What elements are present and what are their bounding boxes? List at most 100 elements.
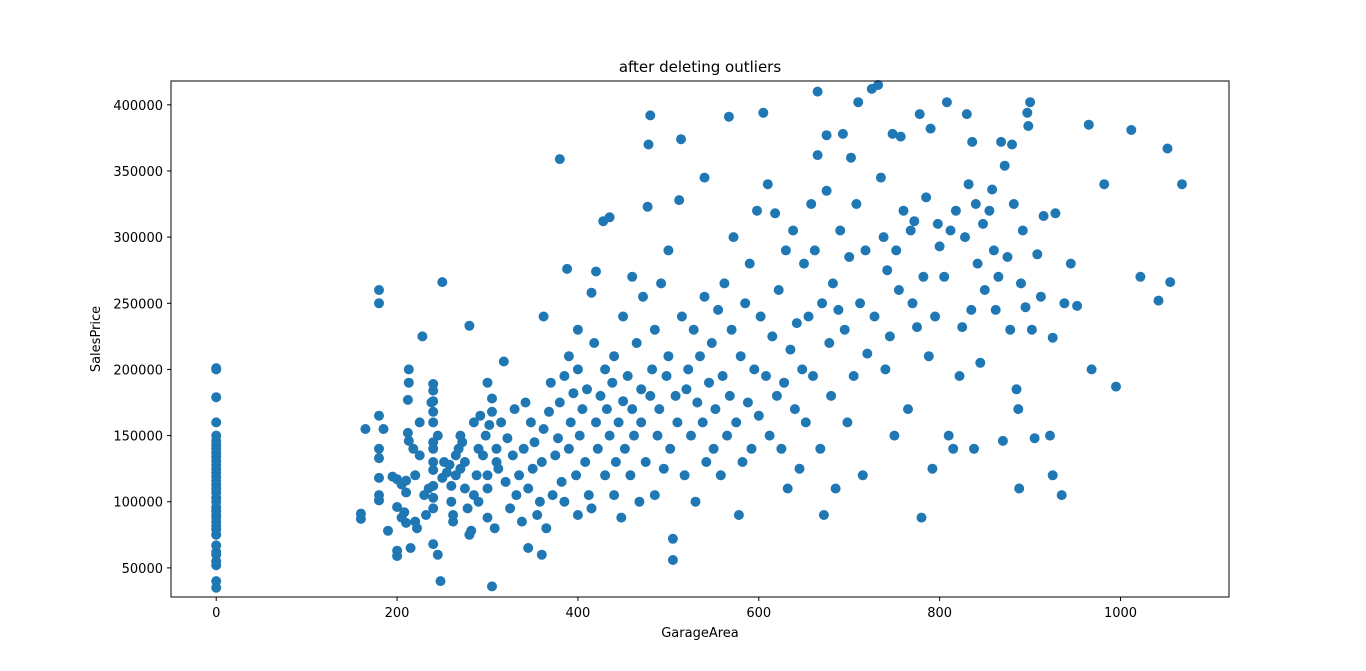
scatter-point: [505, 503, 516, 514]
scatter-point: [432, 430, 443, 441]
scatter-point: [993, 271, 1004, 282]
x-tick-label: 0: [212, 606, 220, 621]
scatter-point: [518, 443, 529, 454]
scatter-point: [583, 490, 594, 501]
x-tick-label: 1000: [1104, 606, 1137, 621]
scatter-point: [520, 397, 531, 408]
scatter-point: [658, 463, 669, 474]
scatter-point: [374, 472, 384, 483]
scatter-point: [895, 131, 906, 142]
scatter-point: [500, 476, 511, 487]
scatter-point: [421, 510, 431, 520]
scatter-point: [701, 457, 712, 467]
scatter-point: [1050, 208, 1061, 219]
y-axis-ticks: 50000 100000 150000 200000 250000 300000 35000…: [113, 99, 171, 577]
scatter-point: [616, 512, 627, 523]
scatter-point: [211, 392, 222, 403]
scatter-point: [580, 457, 591, 467]
scatter-point: [715, 470, 726, 481]
scatter-point: [428, 385, 439, 396]
scatter-point: [1059, 298, 1070, 309]
scatter-point: [961, 109, 972, 120]
scatter-point: [827, 278, 838, 289]
scatter-point: [746, 443, 757, 454]
scatter-point: [1099, 179, 1110, 190]
y-tick-label: 100000: [113, 496, 163, 511]
scatter-point: [1029, 433, 1040, 444]
scatter-point: [402, 394, 413, 405]
scatter-point: [649, 490, 660, 501]
scatter-point: [629, 430, 639, 441]
scatter-point: [704, 377, 714, 388]
scatter-point: [954, 371, 965, 381]
scatter-point: [770, 208, 781, 219]
scatter-point: [676, 311, 687, 322]
scatter-point: [723, 111, 734, 122]
scatter-point: [855, 298, 866, 309]
scatter-point: [559, 496, 570, 507]
scatter-point: [554, 154, 565, 165]
scatter-point: [905, 225, 916, 236]
scatter-point: [410, 470, 421, 481]
scatter-point: [562, 263, 573, 274]
scatter-point: [582, 384, 592, 395]
scatter-point: [586, 503, 597, 514]
scatter-point: [755, 311, 766, 322]
scatter-point: [1005, 324, 1016, 335]
scatter-point: [686, 430, 696, 441]
scatter-point: [1056, 490, 1067, 501]
scatter-point: [930, 311, 941, 322]
x-axis-ticks: 0 200 400 600 800 1000: [212, 597, 1137, 621]
y-tick-label: 400000: [113, 99, 163, 114]
scatter-point: [706, 338, 717, 348]
scatter-point: [1026, 324, 1037, 335]
scatter-point: [408, 443, 419, 454]
scatter-point: [627, 271, 638, 282]
y-tick-label: 200000: [113, 363, 163, 378]
scatter-point: [437, 277, 448, 288]
scatter-point: [1165, 277, 1176, 288]
scatter-point: [681, 384, 692, 395]
scatter-point: [435, 576, 446, 587]
scatter-point: [211, 430, 222, 441]
scatter-point: [803, 311, 814, 322]
x-tick-label: 200: [385, 606, 410, 621]
scatter-point: [869, 311, 880, 322]
scatter-point: [607, 377, 618, 388]
scatter-point: [1045, 430, 1055, 441]
scatter-point: [428, 396, 439, 407]
scatter-point: [851, 199, 862, 209]
scatter-point: [1016, 278, 1026, 289]
scatter-point: [670, 390, 681, 401]
scatter-point: [604, 430, 615, 441]
scatter-point: [1023, 121, 1034, 131]
scatter-point: [1072, 300, 1083, 311]
scatter-point: [903, 404, 913, 415]
scatter-point: [758, 107, 769, 118]
scatter-point: [672, 417, 683, 428]
scatter-point: [735, 351, 746, 362]
scatter-point: [572, 510, 583, 520]
scatter-point: [457, 437, 468, 448]
scatter-point: [945, 225, 956, 236]
scatter-point: [815, 443, 826, 454]
scatter-point: [1013, 404, 1024, 415]
scatter-point: [412, 523, 422, 534]
y-tick-label: 250000: [113, 297, 163, 312]
scatter-point: [392, 502, 403, 512]
scatter-point: [1007, 139, 1017, 150]
scatter-point: [713, 304, 724, 315]
scatter-point: [676, 134, 686, 145]
scatter-point: [399, 507, 410, 518]
scatter-point: [862, 348, 873, 359]
scatter-point: [360, 424, 371, 434]
scatter-point: [884, 331, 895, 342]
scatter-point: [809, 245, 820, 256]
scatter-point: [604, 212, 615, 223]
scatter-point: [527, 463, 538, 474]
scatter-point: [846, 152, 856, 163]
scatter-point: [663, 351, 674, 362]
scatter-point: [667, 555, 678, 565]
scatter-point: [487, 581, 497, 592]
scatter-point: [1135, 271, 1146, 282]
